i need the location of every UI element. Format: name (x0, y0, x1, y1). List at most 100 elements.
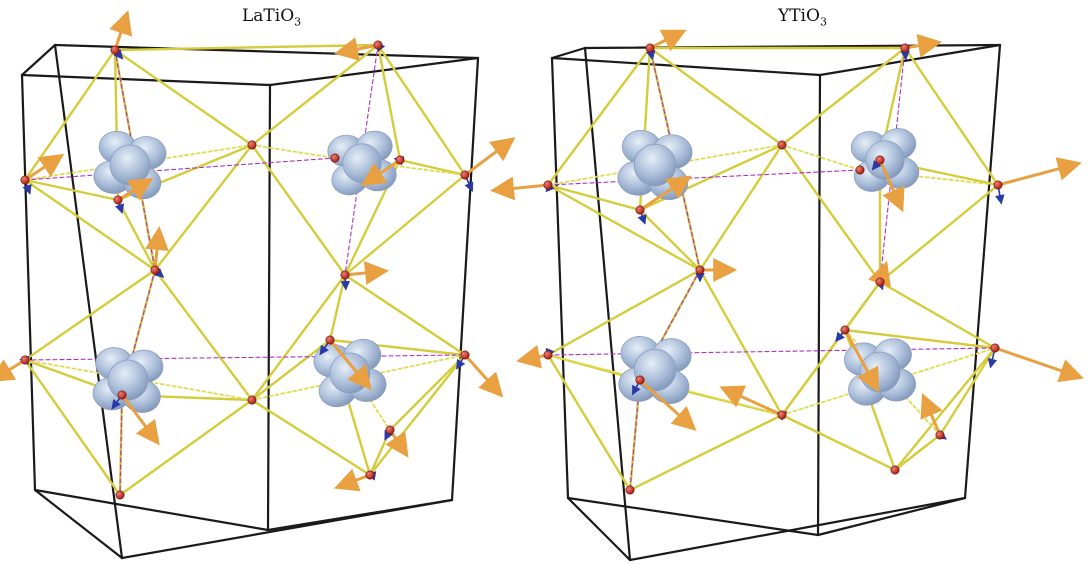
title-main: YTiO (778, 6, 820, 26)
bond-line (938, 346, 997, 437)
cell-edge (33, 488, 270, 532)
oxygen-atom (150, 265, 160, 275)
bond-line (546, 353, 632, 492)
cell-edge (266, 498, 454, 532)
bond-line (368, 353, 467, 477)
magenta-bond (24, 157, 336, 181)
cell-edge (818, 43, 1002, 77)
cell-edge (550, 56, 570, 500)
ti-orbital (617, 130, 693, 200)
displacement-arrow (719, 385, 784, 417)
bond-line (116, 198, 157, 272)
displacement-arrow (903, 33, 943, 58)
oxygen-atom (855, 165, 865, 175)
bond-line (893, 346, 997, 472)
bond-line (878, 183, 1000, 284)
cell-edge (20, 73, 37, 492)
bond-line (628, 413, 784, 492)
bond-line (780, 413, 897, 472)
bond-line (113, 48, 254, 147)
ti-orbital (618, 336, 692, 404)
displacement-arrow (328, 338, 372, 391)
cell-edge (53, 43, 124, 560)
displacement-arrow (145, 226, 169, 272)
bond-line (698, 143, 784, 272)
oxygen-atom (543, 180, 553, 190)
magenta-bond (879, 47, 906, 283)
oxygen-atom (20, 175, 30, 185)
panel-title-ytio3: YTiO3 (778, 6, 827, 28)
magenta-bond (24, 354, 466, 361)
oxygen-atom (330, 153, 340, 163)
bond-line (843, 280, 882, 332)
bond-line (153, 143, 254, 272)
orbital-lobe (633, 143, 677, 187)
displacement-arrow (878, 158, 905, 213)
bond-line (780, 143, 882, 284)
oxygen-atom (325, 335, 335, 345)
oxygen-atom (890, 465, 900, 475)
bond-line (250, 143, 347, 277)
bond-line (250, 273, 347, 402)
oxygen-atom (840, 325, 850, 335)
bond-line (638, 208, 702, 272)
oxygen-atom (935, 430, 945, 440)
cell-edge (550, 56, 822, 77)
bond-line (376, 43, 467, 177)
bond-line (546, 268, 702, 357)
magenta-bond (547, 347, 996, 356)
magenta-bond (547, 169, 861, 186)
oxygen-atom (395, 155, 405, 165)
bond-line (388, 353, 467, 432)
bond-line (343, 273, 467, 357)
bond-line (893, 433, 942, 472)
oxygen-atom (777, 140, 787, 150)
bond-line (546, 183, 702, 272)
bond-line (780, 46, 907, 147)
bond-line (343, 173, 467, 277)
displacement-arrow (334, 37, 380, 61)
oxygen-atom (247, 140, 257, 150)
oxygen-atom (645, 43, 655, 53)
bond-line (878, 280, 997, 350)
bond-line (250, 398, 372, 477)
bond-line (23, 268, 157, 362)
bond-line (843, 328, 997, 350)
oxygen-atom (460, 350, 470, 360)
oxygen-atom (20, 355, 30, 365)
oxygen-atom (875, 155, 885, 165)
ti-orbital (327, 130, 397, 196)
oxygen-atom (875, 277, 885, 287)
bond-line (698, 268, 784, 417)
oxygen-atom (635, 205, 645, 215)
displacement-arrow (638, 378, 697, 431)
displacement-arrow (843, 328, 880, 393)
displacement-arrow (343, 261, 389, 285)
bond-line (398, 158, 467, 177)
bond-line (250, 43, 380, 147)
bond-line (903, 46, 1000, 187)
cell-edge (550, 46, 587, 60)
title-subscript: 3 (294, 15, 302, 29)
bond-line (376, 43, 402, 162)
cell-edge (33, 488, 124, 560)
oxygen-atom (695, 265, 705, 275)
displacement-arrow (0, 358, 27, 383)
bond-line (546, 46, 652, 187)
displacement-arrow (648, 29, 687, 52)
displacement-arrow (996, 157, 1082, 187)
oxygen-atom (385, 425, 395, 435)
oxygen-atom (365, 470, 375, 480)
cell-edge (628, 496, 967, 562)
title-subscript: 3 (819, 15, 827, 29)
displacement-arrow (120, 393, 160, 446)
oxygen-atom (625, 485, 635, 495)
bond-line (648, 46, 784, 147)
bond-line-dashed (547, 144, 783, 186)
bond-line-dashed (781, 144, 861, 171)
magenta-bond (119, 394, 123, 496)
bond-line (153, 268, 254, 402)
bond-line (780, 328, 847, 417)
ti-orbital (93, 130, 167, 200)
displacement-arrow (463, 137, 516, 177)
